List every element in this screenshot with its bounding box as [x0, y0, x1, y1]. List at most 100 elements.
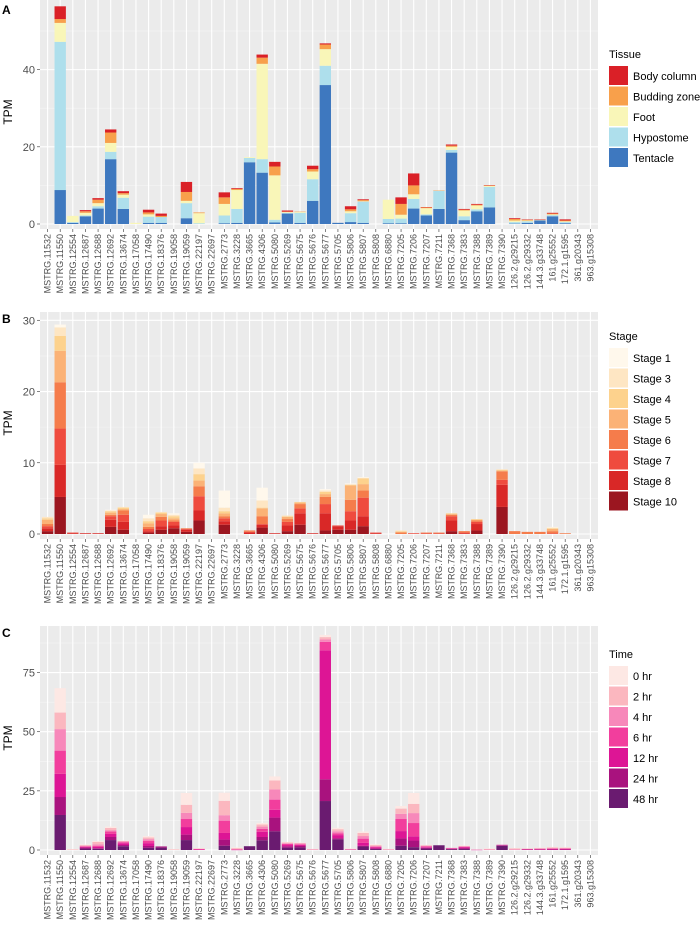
- bar-segment: [319, 650, 331, 780]
- bar-segment: [231, 222, 243, 224]
- bar-segment: [395, 838, 407, 846]
- x-tick-label: MSTRG.13674: [118, 860, 128, 920]
- legend-swatch: [609, 471, 628, 490]
- bar-segment: [408, 194, 420, 199]
- x-tick-label: MSTRG.19059: [181, 234, 191, 294]
- bar-segment: [269, 809, 281, 818]
- bar-segment: [281, 843, 294, 846]
- bar-segment: [357, 200, 369, 202]
- x-tick-label: MSTRG.2773: [219, 860, 229, 915]
- bar-segment: [370, 848, 382, 850]
- bar-segment: [433, 845, 445, 850]
- bar-segment: [256, 826, 268, 829]
- bar-segment: [281, 212, 294, 214]
- x-tick-label: MSTRG.7207: [421, 544, 431, 599]
- bar-segment: [180, 827, 193, 835]
- bar-segment: [281, 516, 294, 520]
- bar-segment: [458, 847, 470, 849]
- bar-segment: [155, 529, 167, 534]
- legend-swatch: [609, 727, 628, 747]
- bar-segment: [117, 509, 130, 511]
- bar-segment: [357, 526, 369, 534]
- x-tick-label: MSTRG.7390: [497, 234, 507, 289]
- bar-segment: [218, 215, 230, 224]
- bar-segment: [471, 520, 483, 522]
- legend-swatch: [609, 107, 628, 126]
- x-tick-label: MSTRG.4306: [257, 860, 267, 915]
- x-tick-label: MSTRG.12554: [68, 544, 78, 604]
- bar-segment: [559, 219, 571, 221]
- bar-segment: [155, 213, 167, 216]
- bar-segment: [433, 532, 445, 534]
- x-tick-label: MSTRG.12688: [93, 860, 103, 920]
- bar-segment: [142, 836, 155, 838]
- bar-segment: [180, 529, 193, 530]
- x-tick-label: MSTRG.5676: [308, 860, 318, 915]
- bar-segment: [243, 157, 256, 158]
- bar-segment: [458, 849, 470, 850]
- legend: Stage Stage 1 Stage 3 Stage 4 Stage 5 Stage 6…: [609, 331, 677, 511]
- bar-segment: [357, 831, 369, 833]
- bar-segment: [79, 848, 92, 850]
- bar-segment: [559, 533, 571, 534]
- bar-segment: [496, 506, 508, 534]
- bar-segment: [281, 516, 294, 517]
- bar-segment: [92, 208, 104, 224]
- bar-segment: [142, 531, 155, 533]
- x-tick-label: MSTRG.12687: [80, 860, 90, 920]
- bar-segment: [420, 848, 432, 850]
- x-tick-label: 126.2.g29215: [510, 544, 520, 599]
- bar-segment: [395, 813, 407, 820]
- x-tick-label: MSTRG.17490: [144, 544, 154, 604]
- bar-segment: [105, 509, 117, 511]
- bar-segment: [471, 521, 483, 525]
- bar-segment: [471, 204, 483, 206]
- bar-segment: [395, 218, 407, 224]
- bar-segment: [180, 191, 193, 201]
- bar-segment: [92, 841, 104, 845]
- bar-segment: [218, 832, 230, 840]
- bar-segment: [256, 57, 268, 64]
- bar-segment: [142, 837, 155, 840]
- x-tick-label: MSTRG.22697: [207, 860, 217, 920]
- x-tick-label: MSTRG.5806: [346, 234, 356, 289]
- y-tick-label: 75: [23, 668, 35, 680]
- legend-swatch: [609, 368, 628, 388]
- bar-segment: [408, 840, 420, 848]
- bar-segment: [218, 507, 230, 512]
- legend-label: Hypostome: [633, 133, 689, 145]
- y-axis-label: TPM: [1, 410, 15, 435]
- bar-segment: [408, 813, 420, 824]
- bar-segment: [319, 634, 331, 638]
- bar-segment: [105, 514, 117, 517]
- x-tick-label: MSTRG.5080: [270, 544, 280, 599]
- bar-segment: [508, 849, 521, 850]
- legend-swatch: [609, 491, 628, 511]
- x-tick-label: MSTRG.2773: [219, 544, 229, 599]
- panel-b: 0 10 20 30 MSTRG.11532 MSTRG.11550 MSTRG.12554…: [1, 312, 677, 604]
- bar-segment: [508, 218, 521, 219]
- bar-segment: [54, 19, 66, 23]
- bar-segment: [105, 836, 117, 841]
- x-tick-label: MSTRG.3665: [245, 234, 255, 289]
- x-tick-label: MSTRG.5676: [308, 544, 318, 599]
- bar-segment: [54, 496, 66, 534]
- bar-segment: [142, 514, 155, 519]
- bar-segment: [117, 514, 130, 522]
- bar-segment: [231, 188, 243, 191]
- bar-segment: [496, 470, 508, 472]
- bar-segment: [357, 842, 369, 846]
- y-tick-label: 40: [23, 65, 35, 77]
- legend-label: 6 hr: [633, 733, 652, 745]
- x-tick-label: MSTRG.5705: [333, 860, 343, 915]
- x-tick-label: MSTRG.5269: [282, 234, 292, 289]
- x-tick-label: MSTRG.5269: [282, 860, 292, 915]
- bar-segment: [483, 207, 496, 224]
- x-tick-label: MSTRG.2773: [219, 234, 229, 289]
- bar-segment: [344, 529, 357, 534]
- bar-segment: [332, 222, 344, 224]
- x-tick-label: MSTRG.5676: [308, 234, 318, 289]
- bar-segment: [332, 838, 344, 840]
